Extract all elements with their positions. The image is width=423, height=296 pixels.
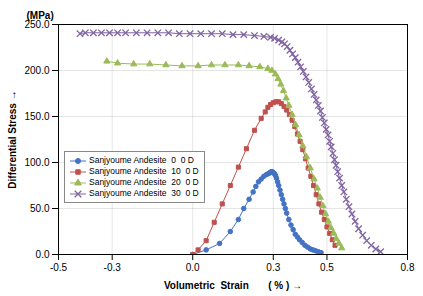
svg-text:150.0: 150.0 <box>24 111 49 122</box>
svg-text:(MPa): (MPa) <box>27 10 54 21</box>
html-text:Sanjyoume Andesite 30 0 D: Sanjyoume Andesite 30 0 D <box>89 188 199 198</box>
svg-text:0.5: 0.5 <box>320 262 334 273</box>
html-text:Sanjyoume Andesite 0 0 D: Sanjyoume Andesite 0 0 D <box>89 155 194 165</box>
svg-text:Differential Stress →: Differential Stress → <box>7 90 18 188</box>
svg-text:Volumetric Strain ( % ): Volumetric Strain ( % ) → <box>164 280 302 291</box>
svg-text:200.0: 200.0 <box>24 65 49 76</box>
svg-text:0.8: 0.8 <box>401 262 415 273</box>
svg-text:0.0: 0.0 <box>36 249 50 260</box>
svg-text:0.3: 0.3 <box>266 262 280 273</box>
svg-text:100.0: 100.0 <box>24 157 49 168</box>
svg-text:-0.3: -0.3 <box>104 262 122 273</box>
svg-text:-0.5: -0.5 <box>50 262 68 273</box>
html-text:Sanjyoume Andesite 10 0 D: Sanjyoume Andesite 10 0 D <box>89 166 199 176</box>
svg-text:0.0: 0.0 <box>186 262 200 273</box>
html-text:Sanjyoume Andesite 20 0 D: Sanjyoume Andesite 20 0 D <box>89 177 199 187</box>
svg-text:250.0: 250.0 <box>24 18 50 30</box>
svg-text:50.0: 50.0 <box>30 203 50 214</box>
